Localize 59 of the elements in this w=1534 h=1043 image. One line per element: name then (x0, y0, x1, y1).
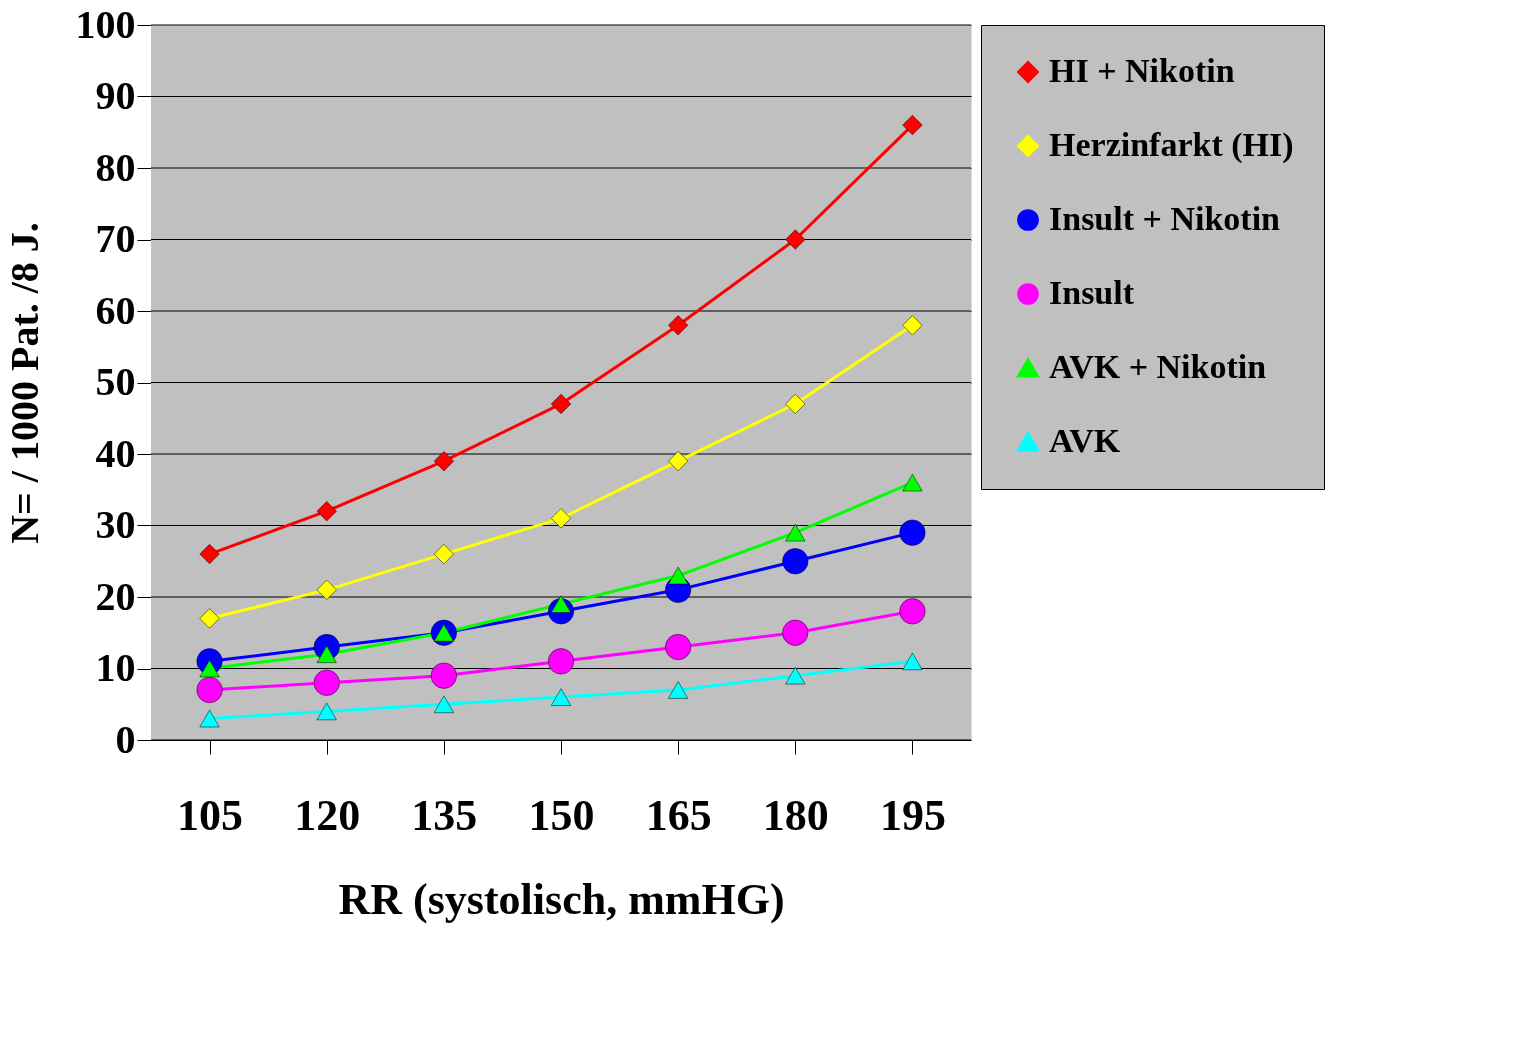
point (668, 566, 689, 585)
point (899, 598, 926, 625)
x-tick-label: 180 (762, 790, 829, 840)
point (902, 652, 923, 671)
point (785, 229, 806, 250)
point (902, 315, 923, 336)
x-tick-label: 195 (879, 790, 946, 840)
point (433, 451, 454, 472)
x-tick-label: 165 (645, 790, 712, 840)
x-tick-label: 105 (177, 790, 244, 840)
x-tick-label: 135 (411, 790, 478, 840)
y-tick-label: 80 (95, 144, 136, 190)
y-tick-label: 0 (115, 716, 136, 762)
point (668, 681, 689, 699)
point (668, 315, 689, 336)
y-axis-title: N= / 1000 Pat. /8 J. (1, 222, 47, 544)
point (199, 608, 220, 629)
legend-label: Herzinfarkt (HI) (1049, 126, 1294, 164)
point (785, 523, 806, 542)
point (668, 451, 689, 472)
point (551, 393, 571, 414)
y-tick-label: 30 (95, 502, 136, 547)
point (316, 702, 337, 721)
point (199, 544, 220, 565)
point (316, 579, 337, 600)
y-tick-label: 60 (95, 287, 136, 333)
y-tick-label: 10 (95, 645, 136, 690)
point (665, 634, 692, 661)
point (433, 544, 454, 565)
legend-label: AVK (1049, 422, 1121, 459)
x-axis-title: RR (systolisch, mmHG) (338, 874, 785, 924)
y-tick-label: 90 (95, 73, 136, 118)
x-tick-label: 120 (294, 790, 361, 840)
legend-label: Insult + Nikotin (1049, 200, 1281, 237)
point (433, 695, 454, 713)
point (430, 662, 457, 689)
point (902, 473, 923, 492)
point (785, 393, 806, 414)
point (196, 676, 223, 703)
point (782, 619, 809, 646)
point (551, 688, 571, 706)
legend-label: AVK + Nikotin (1049, 348, 1267, 385)
point (551, 508, 571, 529)
legend-label: HI + Nikotin (1049, 52, 1235, 89)
y-tick-label: 50 (95, 359, 136, 404)
point (782, 548, 809, 575)
y-tick-label: 20 (95, 573, 136, 619)
point (199, 709, 220, 728)
x-tick-label: 150 (528, 790, 595, 840)
point (899, 519, 926, 546)
legend-label: Insult (1049, 274, 1135, 311)
point (316, 501, 337, 522)
point (313, 669, 340, 696)
point (902, 115, 923, 136)
y-tick-label: 100 (75, 1, 136, 47)
point (785, 666, 806, 685)
y-tick-label: 70 (95, 216, 136, 261)
y-tick-label: 40 (95, 430, 136, 476)
point (548, 648, 574, 675)
